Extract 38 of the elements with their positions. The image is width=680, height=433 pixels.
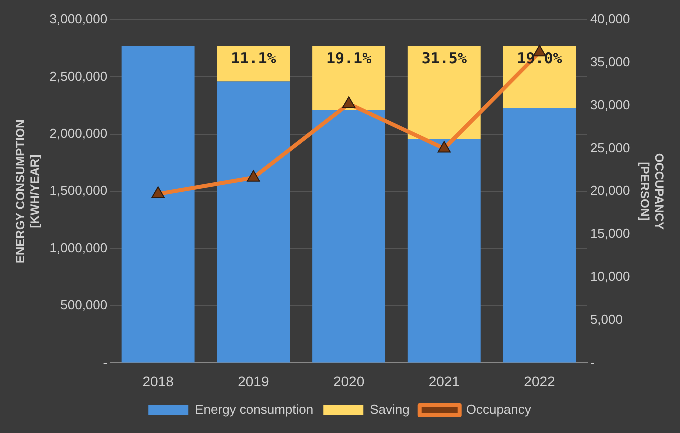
y-tick-label: 500,000 xyxy=(60,298,108,313)
y2-tick-label: 5,000 xyxy=(590,312,623,327)
y2-axis-title: OCCUPANCY [PERSON] xyxy=(638,153,666,230)
y2-tick-label: 20,000 xyxy=(590,183,630,198)
y2-tick-label: 40,000 xyxy=(590,12,630,27)
y2-tick-label: 15,000 xyxy=(590,226,630,242)
bar xyxy=(217,82,290,363)
y-tick-label: 1,000,000 xyxy=(50,240,108,256)
y2-tick-label: 30,000 xyxy=(590,97,630,112)
bar xyxy=(503,108,576,363)
y2-tick-label: 35,000 xyxy=(590,54,630,70)
y2-tick-label: 10,000 xyxy=(590,268,630,284)
annotation: 19.1% xyxy=(326,50,372,68)
y-tick-label: 1,500,000 xyxy=(50,183,108,198)
bar xyxy=(217,46,290,82)
legend-label: Occupancy xyxy=(466,402,532,418)
x-tick-label: 2019 xyxy=(238,373,270,390)
legend-label: Saving xyxy=(370,402,410,418)
y-tick-label: - xyxy=(103,354,108,370)
bar xyxy=(408,138,481,363)
bar xyxy=(122,46,195,363)
annotation: 11.1% xyxy=(231,50,276,68)
y-axis-title: ENERGY CONSUMPTION [KWH/YEAR] xyxy=(14,120,42,264)
x-tick-label: 2021 xyxy=(428,373,460,390)
bar xyxy=(312,46,386,110)
y-tick-label: 3,000,000 xyxy=(50,12,108,27)
bar xyxy=(312,110,386,363)
y2-tick-label: - xyxy=(590,354,595,370)
x-tick-label: 2022 xyxy=(524,373,556,390)
y-tick-label: 2,000,000 xyxy=(50,126,108,141)
bar xyxy=(408,46,481,139)
x-tick-label: 2018 xyxy=(142,373,174,390)
y2-tick-label: 25,000 xyxy=(590,140,630,156)
y-tick-label: 2,500,000 xyxy=(50,68,108,84)
x-tick-label: 2020 xyxy=(333,373,365,390)
annotation: 19.0% xyxy=(517,50,562,68)
annotation: 31.5% xyxy=(422,50,467,68)
legend-label: Energy consumption xyxy=(195,402,314,418)
